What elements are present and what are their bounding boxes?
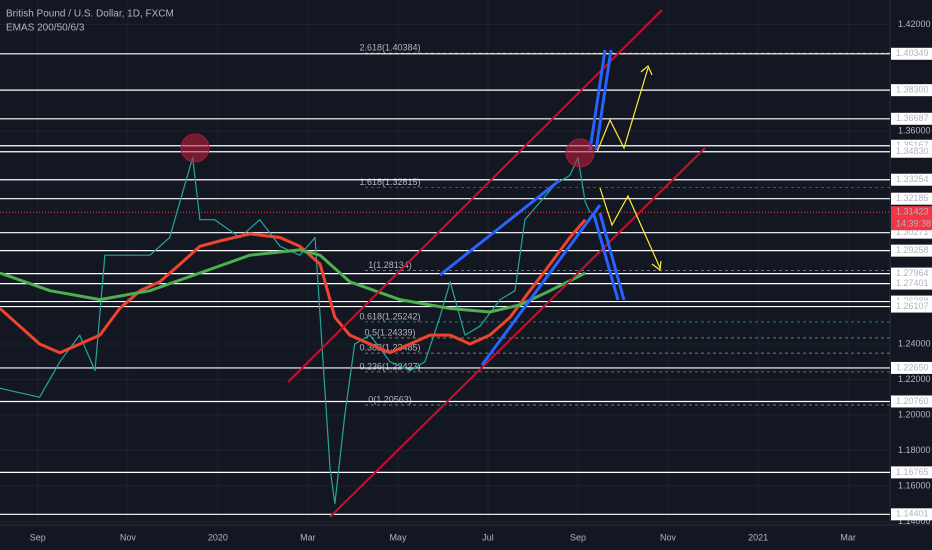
level-label: 1.27401 (896, 278, 929, 288)
price-axis: Sep Nov 2020 Mar May Jul Sep Nov 2021 Mar 1.42000 1… (30, 19, 932, 542)
level-tag (891, 47, 932, 60)
level-label: 1.26107 (896, 301, 929, 311)
level-label: 1.34830 (896, 146, 929, 156)
drawings (180, 9, 706, 518)
projection (594, 49, 613, 151)
channel-line (287, 9, 663, 383)
level-label: 1.22650 (896, 362, 929, 372)
x-tick-label: Jul (482, 532, 494, 542)
y-tick-label: 1.16000 (898, 480, 931, 490)
level-label: 1.29258 (896, 245, 929, 255)
level-tag (891, 508, 932, 521)
levels: 2.618(1.40384) 1.618(1.32815) 1(1.28134) 0.… (0, 43, 890, 515)
level-label: 1.32185 (896, 193, 929, 203)
price-line (0, 157, 591, 505)
x-tick-label: 2021 (748, 532, 768, 542)
level-label: 1.35167 (896, 140, 929, 150)
y-tick-label: 1.20000 (898, 409, 931, 419)
countdown-label: 14:39:38 (896, 219, 931, 229)
y-tick-label: 1.42000 (898, 19, 931, 29)
projection (588, 49, 607, 151)
level-label: 1.38300 (896, 85, 929, 95)
projection (592, 214, 620, 301)
level-tag (891, 466, 932, 479)
series (0, 157, 591, 505)
y-tick-label: 1.14000 (898, 516, 931, 526)
level-label: 1.27964 (896, 268, 929, 278)
y-tick-label: 1.18000 (898, 445, 931, 455)
highlight-circle (180, 133, 210, 163)
fib-label: 0.382(1.23485) (359, 342, 420, 352)
x-tick-label: Mar (300, 532, 316, 542)
highlight-circle (565, 138, 595, 168)
projection (598, 212, 626, 301)
level-tag (891, 300, 932, 313)
arrow-head (651, 260, 662, 272)
x-tick-label: Sep (570, 532, 586, 542)
fib-label: 2.618(1.40384) (359, 43, 420, 53)
y-tick-label: 1.36000 (898, 125, 931, 135)
level-tag (891, 173, 932, 186)
price-line (0, 218, 587, 355)
level-tag (891, 267, 932, 280)
last-price-label: 1.31423 (896, 207, 929, 217)
x-tick-label: Mar (840, 532, 856, 542)
level-label: 1.30271 (896, 227, 929, 237)
chart-subtitle: EMAS 200/50/6/3 (6, 23, 85, 34)
fib-label: 0.236(1.22427) (359, 361, 420, 371)
level-tag (891, 244, 932, 257)
x-tick-label: Sep (30, 532, 46, 542)
wedge-line (439, 178, 561, 277)
arrow-head (640, 65, 653, 76)
level-label: 1.20760 (896, 396, 929, 406)
level-label: 1.33254 (896, 174, 929, 184)
level-tag (891, 112, 932, 125)
level-tag (891, 192, 932, 205)
x-tick-label: Nov (660, 532, 677, 542)
y-tick-label: 1.24000 (898, 338, 931, 348)
path-arrow (599, 187, 661, 269)
level-label: 1.14401 (896, 509, 929, 519)
x-tick-label: 2020 (208, 532, 228, 542)
fib-label: 1.618(1.32815) (359, 177, 420, 187)
wedge-line (480, 204, 602, 366)
fib-label: 1(1.28134) (368, 260, 412, 270)
x-tick-label: May (389, 532, 407, 542)
channel-line (329, 147, 706, 518)
y-tick-label: 1.22000 (898, 374, 931, 384)
fib-label: 0(1.20563) (368, 394, 412, 404)
level-tag (891, 145, 932, 158)
x-tick-label: Nov (120, 532, 137, 542)
level-tag (891, 84, 932, 97)
level-tag (891, 277, 932, 290)
chart-title: British Pound / U.S. Dollar, 1D, FXCM (6, 9, 174, 20)
level-label: 1.40349 (896, 48, 929, 58)
grid (0, 0, 890, 525)
level-tag (891, 361, 932, 374)
last-price-tag (891, 206, 932, 231)
fib-label: 0.5(1.24339) (364, 327, 415, 337)
level-label: 1.16765 (896, 467, 929, 477)
path-arrow (596, 67, 649, 153)
level-label: 1.36687 (896, 113, 929, 123)
fib-label: 0.618(1.25242) (359, 311, 420, 321)
level-tag (891, 395, 932, 408)
price-line (0, 248, 586, 314)
